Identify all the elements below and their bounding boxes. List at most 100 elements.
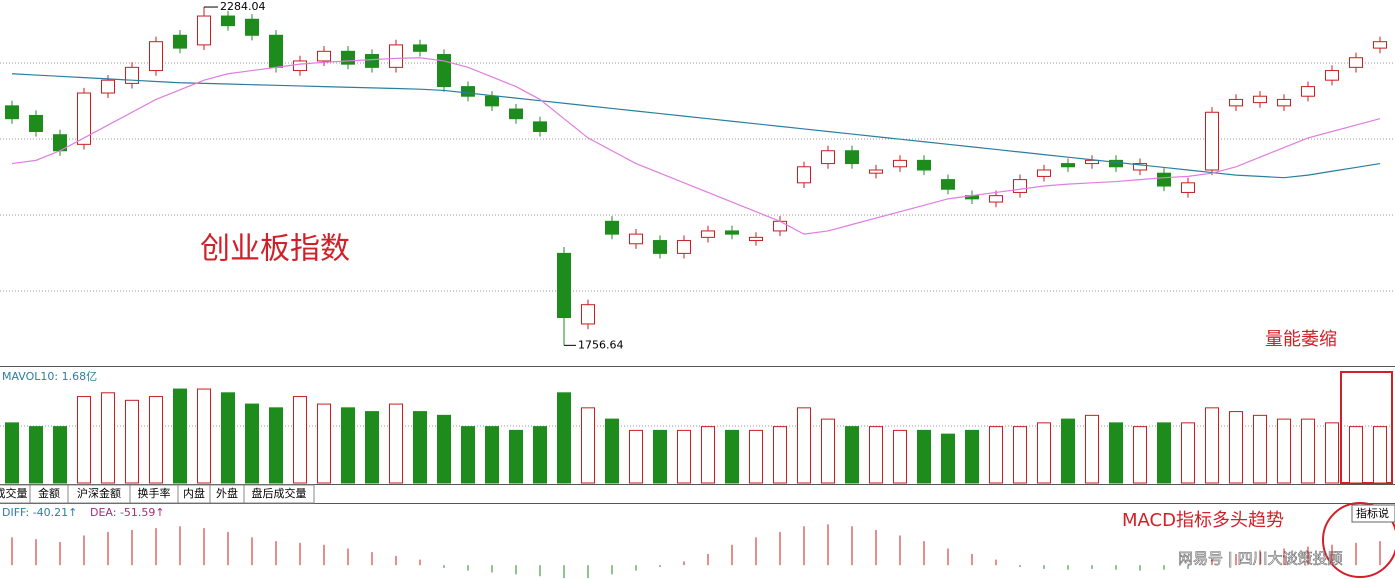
candle-body	[1301, 86, 1315, 97]
candle-body	[485, 95, 499, 107]
volume-bar	[1301, 418, 1315, 484]
candle-body	[413, 44, 427, 52]
volume-bar	[1349, 426, 1363, 484]
annotation: 量能萎缩	[1265, 329, 1337, 350]
candle-body	[269, 34, 283, 68]
button-label[interactable]: 指标说	[1356, 506, 1389, 520]
volume-bar	[437, 414, 451, 484]
candle-body	[245, 18, 259, 36]
highlight-box	[1340, 371, 1393, 484]
volume-bar	[1181, 422, 1195, 484]
candle-body	[1157, 172, 1171, 187]
volume-bar	[701, 426, 715, 484]
volume-bar	[1109, 422, 1123, 484]
tab-label[interactable]: 换手率	[138, 486, 171, 500]
volume-bar	[1253, 414, 1267, 484]
volume-bar	[893, 429, 907, 484]
annotation: MACD指标多头趋势	[1122, 510, 1284, 531]
candle-body	[5, 105, 19, 120]
candle-body	[1373, 41, 1387, 49]
volume-bar	[29, 426, 43, 484]
candle-body	[317, 50, 331, 62]
volume-bar	[1205, 407, 1219, 484]
candle-body	[653, 240, 667, 254]
volume-bar	[1325, 422, 1339, 484]
candle-body	[797, 166, 811, 184]
volume-bar	[581, 407, 595, 484]
candle-body	[677, 240, 691, 254]
candle-body	[557, 252, 571, 319]
candle-body	[341, 50, 355, 65]
volume-bar	[605, 418, 619, 484]
candle-body	[941, 179, 955, 190]
tab-label[interactable]: 盘后成交量	[252, 486, 307, 500]
volume-bar	[197, 388, 211, 484]
button[interactable]	[1351, 504, 1395, 523]
volume-bar	[1277, 418, 1291, 484]
volume-bar	[1061, 418, 1075, 484]
volume-bar	[917, 429, 931, 484]
candle-body	[461, 86, 475, 97]
candle-body	[1253, 95, 1267, 104]
volume-bar	[245, 403, 259, 484]
volume-bar	[341, 407, 355, 484]
volume-bar	[317, 403, 331, 484]
tab-label[interactable]: 沪深金额	[77, 486, 121, 500]
volume-bar	[965, 429, 979, 484]
candle-body	[845, 150, 859, 165]
volume-bar	[293, 396, 307, 484]
volume-bar	[509, 429, 523, 484]
volume-bar	[989, 426, 1003, 484]
volume-bar	[773, 426, 787, 484]
candle-body	[1349, 57, 1363, 68]
candle-body	[1229, 98, 1243, 107]
candle-body	[437, 54, 451, 88]
volume-bar	[389, 403, 403, 484]
candle-body	[989, 195, 1003, 203]
tab[interactable]	[243, 484, 315, 504]
volume-bar	[1157, 422, 1171, 484]
volume-bar	[461, 426, 475, 484]
candle-body	[917, 159, 931, 171]
tab-label[interactable]: 内盘	[183, 486, 205, 500]
chart-title: 创业板指数	[200, 232, 350, 267]
candle-body	[725, 230, 739, 235]
candle-body	[173, 34, 187, 49]
candle-body	[749, 236, 763, 242]
candle-body	[149, 41, 163, 72]
moving-average	[11, 73, 1381, 179]
volume-bar	[677, 429, 691, 484]
volume-bar	[845, 426, 859, 484]
volume-bar	[941, 433, 955, 484]
candle-body	[101, 79, 115, 94]
tab-label[interactable]: 成交量	[0, 486, 28, 500]
candle-body	[1325, 70, 1339, 81]
volume-bar	[1037, 422, 1051, 484]
volume-bar	[821, 418, 835, 484]
candle-body	[1037, 169, 1051, 177]
volume-bar	[221, 392, 235, 484]
candle-body	[1061, 163, 1075, 168]
candle-body	[821, 150, 835, 165]
tab-label[interactable]: 外盘	[216, 486, 238, 500]
candle-body	[1013, 179, 1027, 193]
volume-bar	[485, 426, 499, 484]
tab-label[interactable]: 金额	[38, 486, 60, 500]
candle-body	[893, 159, 907, 168]
highlight-circle	[1322, 502, 1395, 578]
volume-bar	[101, 392, 115, 484]
volume-bar	[53, 426, 67, 484]
candle-body	[869, 169, 883, 174]
candle-body	[389, 44, 403, 68]
volume-title: MAVOL10: 1.68亿	[2, 370, 97, 383]
candle-body	[1181, 182, 1195, 193]
macd-label: DEA: -51.59↑	[90, 506, 165, 519]
macd-label: DIFF: -40.21↑	[2, 506, 77, 519]
volume-bar	[413, 411, 427, 484]
candle-body	[605, 220, 619, 235]
volume-bar	[5, 422, 19, 484]
candle-body	[1133, 163, 1147, 171]
candle-body	[221, 15, 235, 27]
volume-bar	[149, 396, 163, 484]
candle-body	[773, 220, 787, 232]
